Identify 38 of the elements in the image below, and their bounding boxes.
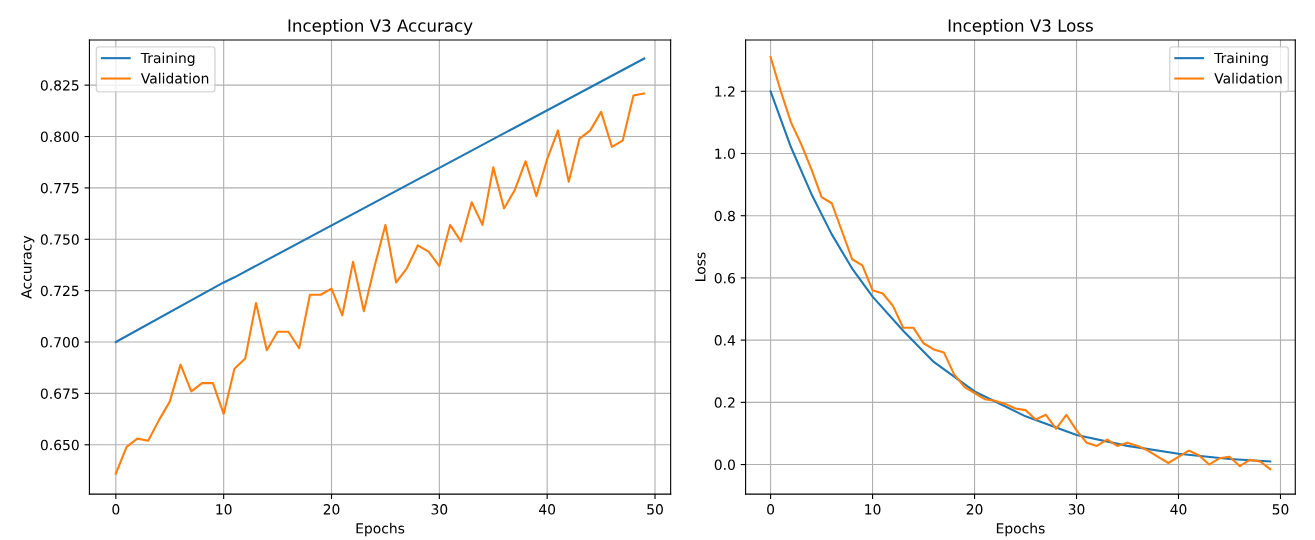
x-tick-label: 40: [1170, 504, 1187, 515]
y-tick-label: 0.2: [714, 397, 735, 408]
x-tick-label: 10: [216, 504, 232, 515]
x-tick-label: 20: [966, 504, 983, 515]
y-tick-label: 0.8: [714, 210, 735, 222]
x-tick-label: 0: [112, 504, 120, 515]
x-axis-title: Epochs: [356, 522, 405, 537]
x-tick-label: 50: [647, 504, 663, 515]
chart-title: Inception V3 Loss: [948, 18, 1093, 36]
x-tick-label: 30: [431, 504, 448, 515]
y-tick-label: 1.0: [715, 148, 735, 159]
y-tick-label: 0.825: [40, 80, 79, 91]
x-axis-title: Epochs: [996, 522, 1045, 537]
y-tick-label: 1.2: [715, 86, 735, 97]
line-series: [114, 92, 646, 475]
legend-label: Training: [140, 52, 195, 66]
y-tick-label: 0.700: [40, 337, 79, 348]
x-tick-label: 10: [865, 504, 881, 515]
legend-label: Validation: [140, 72, 209, 84]
x-tick-label: 50: [1272, 504, 1289, 515]
x-tick-label: 40: [539, 504, 556, 515]
x-tick-label: 20: [323, 504, 340, 515]
y-tick-label: 0.750: [40, 234, 79, 245]
y-tick-label: 0.6: [714, 272, 736, 284]
x-tick-label: 30: [1068, 504, 1085, 515]
legend-label: Training: [1214, 52, 1268, 66]
y-tick-label: 0.675: [40, 388, 79, 399]
y-tick-label: 0.725: [40, 285, 79, 297]
legend-label: Validation: [1214, 72, 1282, 84]
y-tick-label: 0.4: [714, 335, 736, 346]
y-axis-title: Loss: [695, 252, 706, 281]
chart-title: Inception V3 Accuracy: [288, 18, 473, 36]
x-tick-label: 0: [767, 504, 775, 515]
y-tick-label: 0.775: [40, 182, 79, 194]
y-tick-label: 0.800: [40, 131, 79, 143]
y-axis-title: Accuracy: [21, 235, 35, 299]
y-tick-label: 0.650: [40, 439, 79, 451]
y-tick-label: 0.0: [714, 459, 735, 471]
